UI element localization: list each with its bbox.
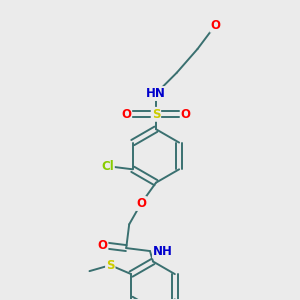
Text: O: O xyxy=(181,108,191,121)
Text: NH: NH xyxy=(153,244,173,258)
Text: O: O xyxy=(98,238,107,252)
Text: O: O xyxy=(121,108,131,121)
Text: S: S xyxy=(152,108,160,121)
Text: S: S xyxy=(106,259,115,272)
Text: O: O xyxy=(136,197,146,210)
Text: O: O xyxy=(210,19,220,32)
Text: Cl: Cl xyxy=(101,160,114,173)
Text: HN: HN xyxy=(146,87,166,100)
